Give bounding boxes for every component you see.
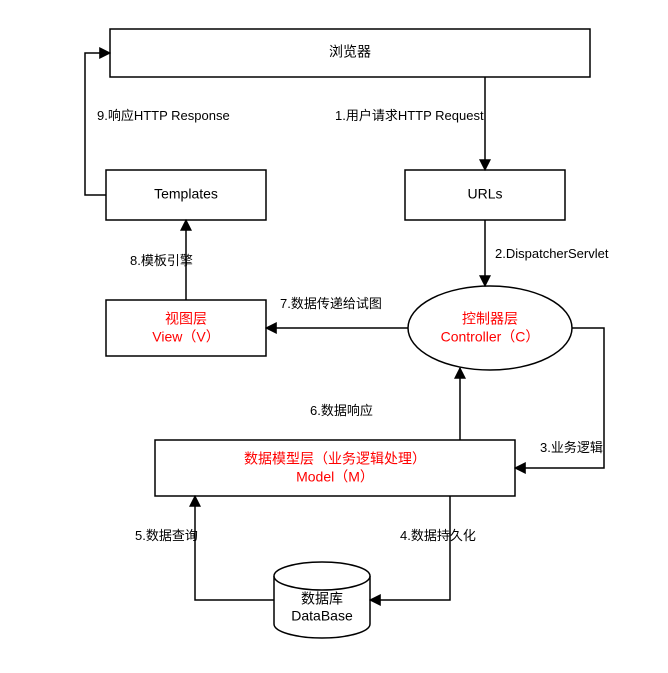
- node-view-label1: 视图层: [165, 311, 207, 327]
- node-controller-label1: 控制器层: [462, 311, 518, 327]
- node-controller-label2: Controller（C）: [441, 329, 540, 345]
- edge-5-label: 5.数据查询: [135, 528, 198, 543]
- edge-7-label: 7.数据传递给试图: [280, 296, 382, 311]
- edge-4: [370, 496, 450, 600]
- node-database-label2: DataBase: [291, 608, 353, 624]
- edge-3-label: 3.业务逻辑: [540, 440, 603, 455]
- edge-5: [195, 496, 274, 600]
- node-urls-label: URLs: [467, 186, 502, 202]
- edge-8-label: 8.模板引擎: [130, 253, 193, 268]
- node-view-label2: View（V）: [152, 329, 219, 345]
- node-templates-label: Templates: [154, 186, 218, 202]
- node-database-label1: 数据库: [301, 591, 343, 607]
- node-model-label2: Model（M）: [296, 469, 374, 485]
- edge-2-label: 2.DispatcherServlet: [495, 246, 609, 261]
- node-model-label1: 数据模型层（业务逻辑处理）: [244, 451, 426, 467]
- edge-4-label: 4.数据持久化: [400, 528, 476, 543]
- edge-1-label: 1.用户请求HTTP Request: [335, 108, 484, 123]
- edge-9-label: 9.响应HTTP Response: [97, 108, 230, 123]
- edge-6-label: 6.数据响应: [310, 403, 373, 418]
- node-browser-label: 浏览器: [329, 44, 371, 60]
- node-database: 数据库 DataBase: [274, 562, 370, 638]
